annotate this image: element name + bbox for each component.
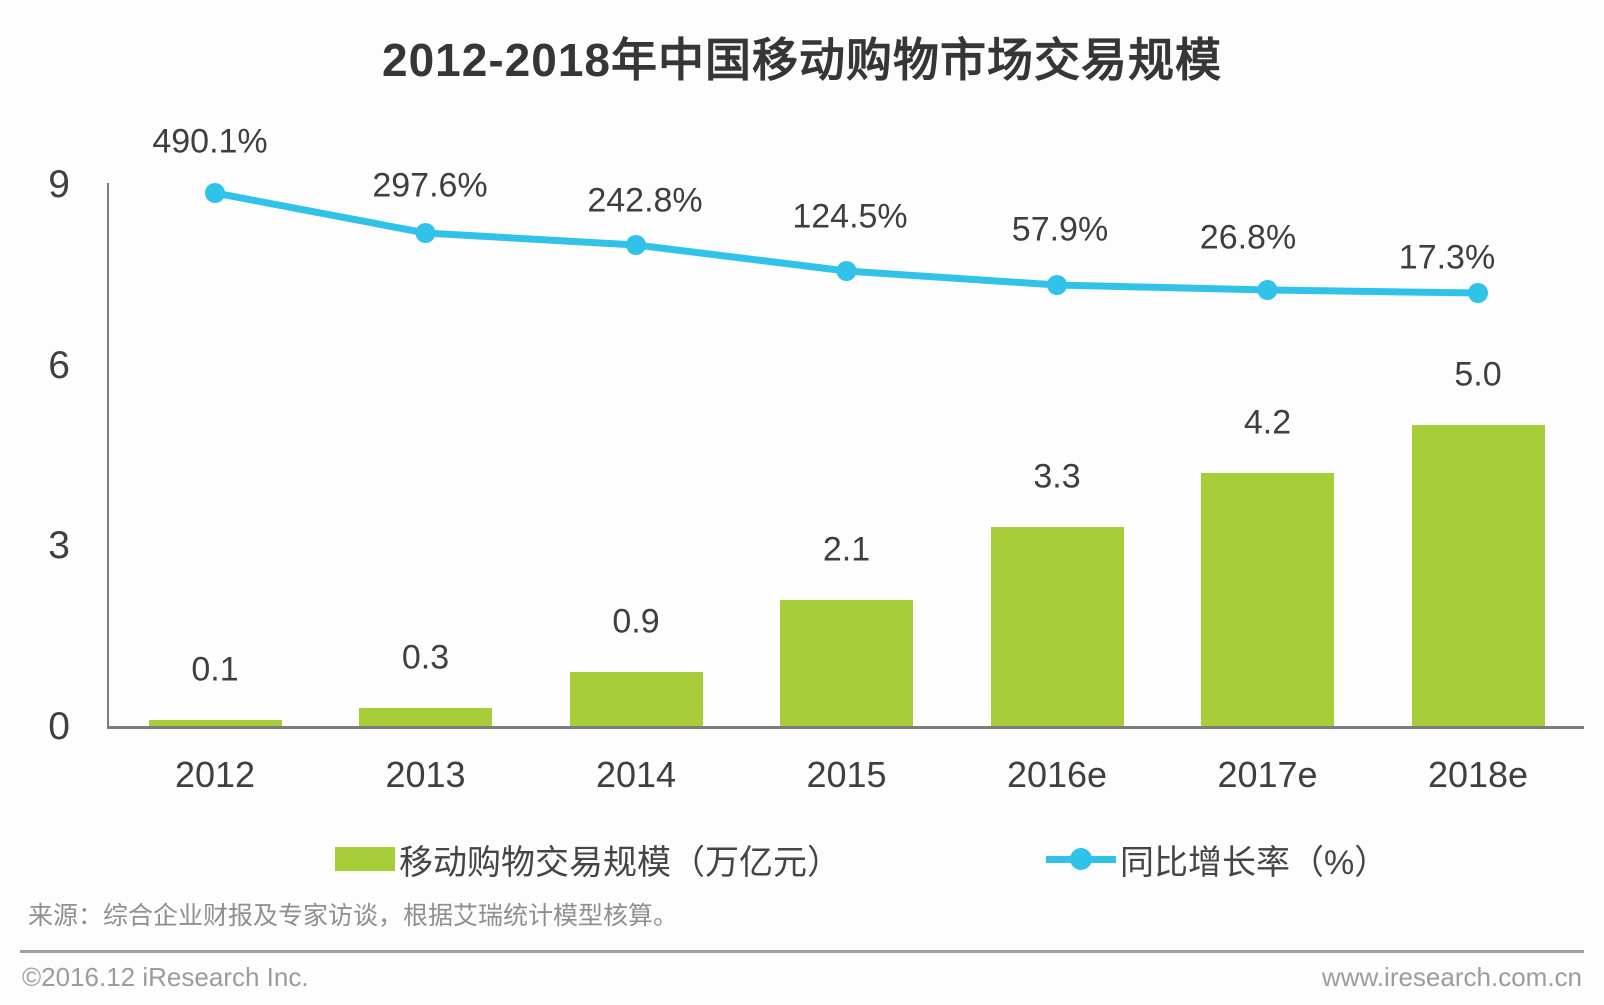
legend-item-bar: 移动购物交易规模（万亿元）: [335, 832, 841, 886]
x-axis-label: 2018e: [1427, 754, 1529, 795]
line-legend-marker-icon: [1046, 848, 1116, 870]
x-axis-label: 2016e: [1006, 754, 1108, 795]
x-axis-label: 2013: [385, 754, 466, 795]
bar: [991, 527, 1124, 726]
growth-value-label: 26.8%: [1199, 218, 1297, 257]
bar-value-label: 3.3: [1033, 457, 1081, 496]
bar: [359, 708, 492, 726]
bar: [149, 720, 282, 726]
y-axis-tick-label: 9: [48, 163, 70, 207]
bar-value-label: 0.9: [612, 602, 660, 641]
line-legend-label: 同比增长率（%）: [1120, 843, 1389, 882]
legend-item-line: 同比增长率（%）: [1046, 832, 1388, 886]
chart-title: 2012-2018年中国移动购物市场交易规模: [382, 34, 1222, 86]
x-axis-label: 2012: [174, 754, 256, 795]
growth-value-label: 124.5%: [792, 197, 908, 236]
footer-website: www.iresearch.com.cn: [1321, 962, 1582, 992]
bar: [780, 600, 913, 726]
bar-legend-swatch-icon: [335, 847, 395, 871]
x-axis-label: 2017e: [1217, 754, 1318, 795]
bar-value-label: 0.1: [191, 650, 239, 689]
bar-value-label: 0.3: [401, 638, 450, 677]
footer-divider: [20, 950, 1584, 953]
footer-copyright: ©2016.12 iResearch Inc.: [22, 962, 309, 992]
line-legend-dot-icon: [1070, 848, 1092, 870]
growth-value-label: 17.3%: [1398, 238, 1496, 277]
y-axis-tick-label: 3: [48, 524, 70, 568]
bar-legend-label: 移动购物交易规模（万亿元）: [399, 843, 841, 882]
growth-value-label: 57.9%: [1011, 210, 1109, 249]
bar-value-label: 4.2: [1243, 403, 1292, 442]
growth-value-label: 490.1%: [152, 122, 268, 161]
x-axis-label: 2015: [806, 754, 887, 795]
y-axis-tick-label: 6: [48, 343, 70, 387]
source-note: 来源：综合企业财报及专家访谈，根据艾瑞统计模型核算。: [28, 902, 679, 930]
x-axis-line: [107, 726, 1584, 729]
y-axis-tick-label: 0: [48, 705, 70, 748]
bar: [1412, 425, 1545, 726]
growth-value-label: 297.6%: [372, 166, 488, 205]
x-axis-label: 2014: [595, 754, 677, 795]
bar-value-label: 5.0: [1454, 355, 1502, 394]
bar: [1201, 473, 1334, 726]
legend: 移动购物交易规模（万亿元） 同比增长率（%）: [0, 832, 1604, 886]
growth-value-label: 242.8%: [587, 181, 703, 220]
bar-value-label: 2.1: [822, 530, 871, 569]
y-axis-line: [107, 183, 109, 729]
bar: [570, 672, 703, 726]
